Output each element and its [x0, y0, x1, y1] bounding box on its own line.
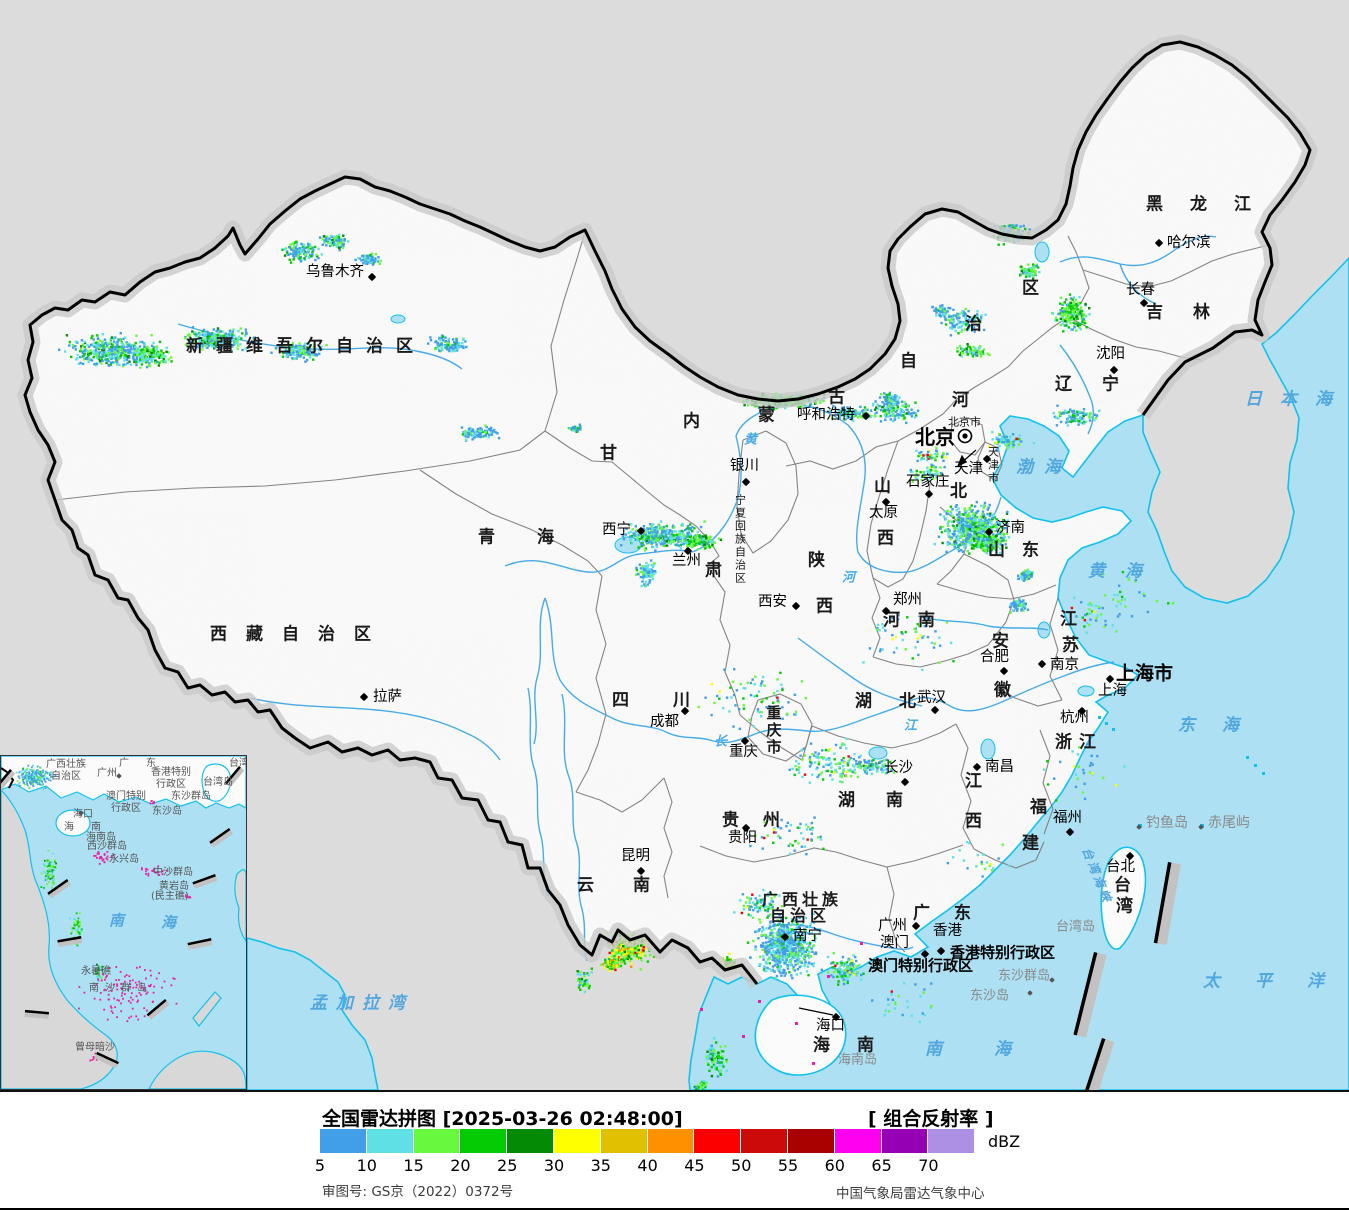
- inset-hainan: [56, 810, 90, 836]
- colorbar-tick: 40: [637, 1156, 657, 1175]
- colorbar-cell: [835, 1129, 881, 1153]
- colorbar-cell: [928, 1129, 974, 1153]
- hainan-island: [755, 995, 845, 1075]
- colorbar-tick: 65: [871, 1156, 891, 1175]
- colorbar-tick: 20: [450, 1156, 470, 1175]
- colorbar-cell: [882, 1129, 928, 1153]
- colorbar-tick: 60: [825, 1156, 845, 1175]
- colorbar-cell: [788, 1129, 834, 1153]
- capital-marker: [959, 430, 972, 443]
- legend-title: 全国雷达拼图 [2025-03-26 02:48:00]: [322, 1104, 683, 1131]
- colorbar-tick: 25: [497, 1156, 517, 1175]
- colorbar-cell: [741, 1129, 787, 1153]
- colorbar-cell: [414, 1129, 460, 1153]
- map-license-number: 审图号: GS京（2022）0372号: [322, 1180, 513, 1200]
- colorbar-tick: 10: [357, 1156, 377, 1175]
- south-china-sea-inset: 广西壮族自治区广东广州香港特别行政区澳门特别行政区台湾台湾岛东沙群岛东沙岛海口海…: [0, 755, 247, 1090]
- bay-of-bengal-area: [247, 938, 378, 1090]
- colorbar-cell: [694, 1129, 740, 1153]
- colorbar-tick: 70: [918, 1156, 938, 1175]
- colorbar-cell: [367, 1129, 413, 1153]
- colorbar-cell: [320, 1129, 366, 1153]
- colorbar-tick: 15: [403, 1156, 423, 1175]
- colorbar-tick: 45: [684, 1156, 704, 1175]
- colorbar-tick: 5: [315, 1156, 325, 1175]
- credit-label: 中国气象局雷达气象中心: [836, 1182, 985, 1202]
- dbz-unit-label: dBZ: [988, 1132, 1020, 1151]
- colorbar-tick: 30: [544, 1156, 564, 1175]
- inset-basemap-svg: [1, 756, 246, 1089]
- colorbar-tick: 50: [731, 1156, 751, 1175]
- china-radar-map: 黑龙江吉林辽宁新疆维吾尔自治区内蒙古自治区甘肃宁夏回族自治区青海西藏自治区四川重…: [0, 0, 1349, 1090]
- colorbar-cell: [601, 1129, 647, 1153]
- colorbar-cell: [460, 1129, 506, 1153]
- colorbar-tick: 35: [591, 1156, 611, 1175]
- colorbar-cell: [507, 1129, 553, 1153]
- colorbar-cell: [648, 1129, 694, 1153]
- colorbar-cell: [554, 1129, 600, 1153]
- legend-panel: 全国雷达拼图 [2025-03-26 02:48:00] [ 组合反射率 ] d…: [0, 1090, 1349, 1208]
- colorbar-tick: 55: [778, 1156, 798, 1175]
- product-type-label: [ 组合反射率 ]: [868, 1104, 994, 1131]
